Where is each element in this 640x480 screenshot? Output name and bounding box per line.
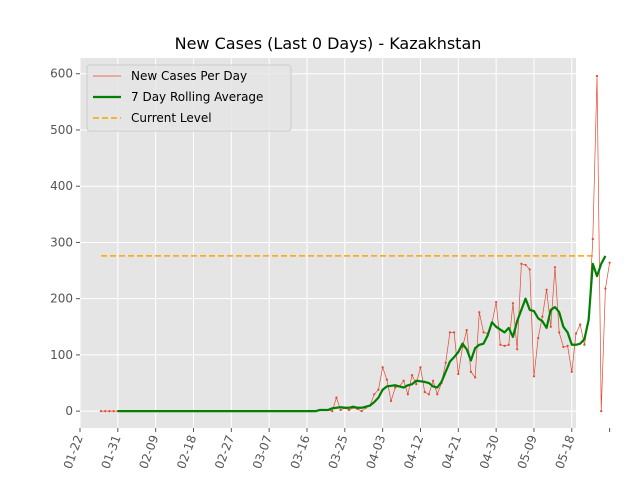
- daily-cases-point: [558, 331, 561, 334]
- daily-cases-point: [566, 344, 569, 348]
- x-tick-label: 04-30: [477, 433, 502, 471]
- daily-cases-point: [516, 348, 519, 351]
- daily-cases-point: [537, 336, 540, 340]
- x-tick-label: 04-12: [401, 433, 426, 471]
- daily-cases-point: [444, 361, 447, 364]
- daily-cases-point: [108, 410, 111, 413]
- legend-label: New Cases Per Day: [131, 69, 247, 83]
- x-tick-label: 03-25: [326, 433, 351, 471]
- daily-cases-point: [469, 370, 473, 373]
- daily-cases-point: [99, 410, 103, 413]
- daily-cases-point: [347, 408, 351, 412]
- daily-cases-point: [532, 375, 536, 378]
- daily-cases-point: [423, 390, 426, 394]
- x-tick-label: 03-16: [288, 433, 313, 471]
- daily-cases-point: [360, 410, 363, 413]
- daily-cases-point: [553, 266, 557, 269]
- x-tick-label: 02-27: [212, 433, 237, 471]
- daily-cases-point: [570, 370, 573, 373]
- daily-cases-point: [385, 378, 388, 381]
- y-tick-label: 600: [50, 67, 73, 81]
- y-tick-label: 300: [50, 235, 73, 249]
- x-tick-label: 04-03: [363, 433, 388, 471]
- daily-cases-point: [457, 372, 460, 376]
- daily-cases-point: [410, 374, 414, 377]
- daily-cases-point: [591, 237, 594, 241]
- daily-cases-point: [549, 325, 552, 328]
- x-tick-label: 01-31: [99, 433, 124, 471]
- daily-cases-point: [389, 399, 393, 403]
- daily-cases-point: [377, 388, 380, 391]
- daily-cases-point: [511, 302, 515, 305]
- y-tick-label: 200: [50, 292, 73, 306]
- series-layer: [99, 74, 611, 413]
- daily-cases-point: [381, 366, 384, 369]
- daily-cases-point: [524, 263, 527, 267]
- daily-cases-point: [583, 343, 586, 346]
- x-tick-label: 01-22: [61, 433, 86, 471]
- daily-cases-point: [595, 74, 599, 78]
- daily-cases-point: [545, 288, 548, 291]
- legend-label: Current Level: [131, 111, 212, 125]
- daily-cases-point: [495, 300, 498, 304]
- y-tick-label: 100: [50, 348, 73, 362]
- rolling-average-line: [117, 255, 607, 413]
- x-tick-label: 04-21: [439, 433, 464, 471]
- y-tick-label: 400: [50, 179, 73, 193]
- x-tick-label: 03-07: [250, 433, 275, 471]
- y-tick-label: 500: [50, 123, 73, 137]
- x-tick-label: 05-18: [553, 433, 578, 471]
- daily-cases-point: [520, 262, 523, 265]
- daily-cases-point: [482, 331, 485, 334]
- x-tick-label: 05-09: [515, 433, 540, 471]
- daily-cases-point: [373, 393, 376, 396]
- daily-cases-point: [507, 343, 510, 346]
- daily-cases-point: [431, 379, 435, 382]
- daily-cases-point: [415, 383, 418, 386]
- legend-label: 7 Day Rolling Average: [131, 90, 263, 104]
- daily-cases-point: [474, 376, 477, 379]
- daily-cases-point: [394, 386, 397, 389]
- daily-cases-point: [104, 410, 107, 413]
- daily-cases-point: [528, 268, 531, 271]
- daily-cases-point: [448, 331, 451, 334]
- x-tick-label: 02-09: [136, 433, 161, 471]
- y-axis: 0 100 200 300 400 500 600: [50, 67, 80, 418]
- chart-title: New Cases (Last 0 Days) - Kazakhstan: [175, 34, 482, 53]
- daily-cases-point: [608, 261, 611, 264]
- daily-cases-point: [436, 393, 439, 396]
- daily-cases-point: [579, 323, 582, 326]
- daily-cases-point: [562, 345, 565, 349]
- daily-cases-point: [499, 343, 502, 346]
- legend-box: [86, 64, 292, 132]
- daily-cases-point: [406, 393, 409, 396]
- daily-cases-point: [331, 410, 334, 413]
- daily-cases-point: [402, 379, 405, 382]
- y-tick-label: 0: [65, 404, 73, 418]
- daily-cases-point: [453, 331, 456, 334]
- x-axis: 01-22 01-31 02-09 02-18 02-27 03-07 03-16 03-25…: [61, 428, 611, 471]
- daily-cases-point: [427, 393, 430, 396]
- daily-cases-point: [574, 332, 578, 335]
- daily-cases-point: [541, 315, 544, 318]
- daily-cases-point: [339, 408, 342, 412]
- daily-cases-point: [600, 410, 603, 413]
- daily-cases-point: [465, 329, 468, 332]
- daily-cases-point: [335, 396, 338, 399]
- daily-cases-point: [419, 366, 422, 369]
- daily-cases-point: [604, 287, 607, 290]
- x-tick-label: 02-18: [174, 433, 199, 471]
- legend: New Cases Per Day 7 Day Rolling Average Cu…: [86, 64, 292, 132]
- daily-cases-point: [112, 410, 115, 413]
- daily-cases-point: [503, 344, 506, 348]
- daily-cases-point: [478, 311, 481, 314]
